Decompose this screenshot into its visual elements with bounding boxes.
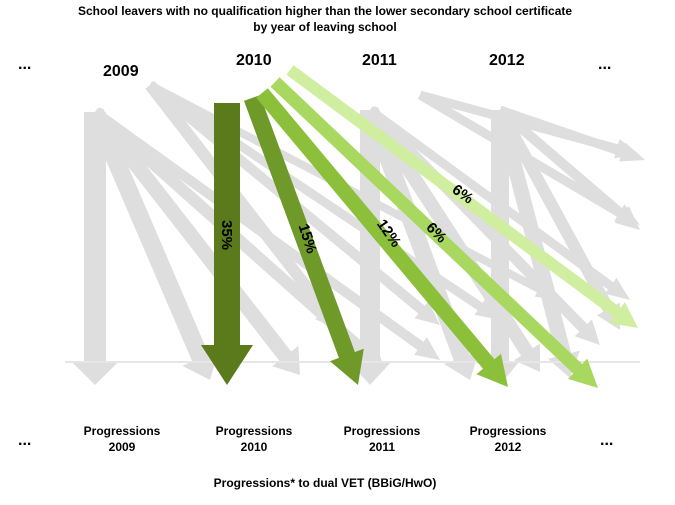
arrow-35	[201, 103, 253, 385]
ghost-arrow	[492, 108, 580, 378]
progressions-2009-label: Progressions	[83, 424, 161, 438]
progressions-2010-label: Progressions	[215, 424, 293, 438]
year-2009: 2009	[103, 63, 139, 80]
arrow-15	[244, 95, 364, 385]
ghost-arrow	[145, 81, 340, 330]
arrow-6a	[270, 77, 598, 389]
arrow-12	[256, 88, 508, 387]
progressions-2012-label: Progressions	[469, 424, 547, 438]
ghost-arrow	[86, 108, 219, 380]
main-arrows	[201, 65, 638, 389]
ghost-arrow	[480, 110, 520, 385]
ellipsis-bottom-right: ...	[600, 432, 614, 449]
progressions-2010-year: 2010	[240, 440, 268, 454]
ghost-arrow	[417, 91, 640, 225]
year-2012: 2012	[489, 52, 525, 69]
progressions-2012-year: 2012	[494, 440, 522, 454]
year-2010: 2010	[236, 52, 272, 69]
year-2011: 2011	[362, 52, 397, 69]
title-line-2: by year of leaving school	[253, 20, 397, 34]
ghost-arrow	[348, 110, 392, 385]
progressions-2012: Progressions 2012	[453, 423, 563, 455]
chart-title: School leavers with no qualification hig…	[0, 3, 650, 35]
progressions-2011-label: Progressions	[343, 424, 421, 438]
footer-caption: Progressions* to dual VET (BBiG/HwO)	[213, 476, 437, 490]
arrow-6b	[286, 65, 638, 328]
progressions-2011: Progressions 2011	[327, 423, 437, 455]
progressions-2010: Progressions 2010	[199, 423, 309, 455]
ghost-arrow	[70, 112, 120, 385]
progressions-2009: Progressions 2009	[67, 423, 177, 455]
ghost-arrow	[89, 107, 300, 376]
pct-label-35: 35%	[218, 220, 235, 250]
ellipsis-top-left: ...	[18, 56, 32, 73]
title-line-1: School leavers with no qualification hig…	[77, 4, 573, 18]
progressions-2011-year: 2011	[368, 440, 396, 454]
ghost-arrow	[418, 90, 640, 159]
progressions-2009-year: 2009	[108, 440, 136, 454]
ellipsis-bottom-left: ...	[18, 432, 32, 449]
ellipsis-top-right: ...	[598, 56, 612, 73]
